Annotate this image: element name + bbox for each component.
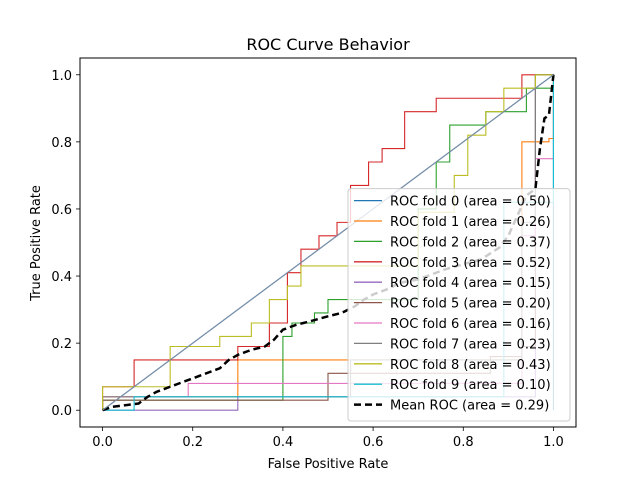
- y-tick-label: 0.2: [51, 337, 72, 352]
- y-axis-label: True Positive Rate: [29, 185, 44, 302]
- x-tick-label: 0.6: [363, 435, 384, 450]
- series-line-8: [102, 74, 554, 411]
- series-line-3: [102, 74, 554, 411]
- legend-label: ROC fold 2 (area = 0.37): [390, 235, 551, 250]
- y-tick-label: 0.4: [51, 270, 72, 285]
- axes-frame: [79, 57, 577, 428]
- x-tick-label: 0.4: [273, 435, 294, 450]
- legend-label: ROC fold 5 (area = 0.20): [390, 297, 551, 312]
- legend-label: Mean ROC (area = 0.29): [390, 399, 549, 414]
- legend-label: ROC fold 0 (area = 0.50): [390, 195, 551, 210]
- x-axis-label: False Positive Rate: [268, 457, 389, 472]
- series-line-10: [102, 74, 555, 412]
- y-tick-label: 1.0: [51, 69, 72, 84]
- y-tick-label: 0.0: [51, 404, 72, 419]
- legend-label: ROC fold 7 (area = 0.23): [390, 337, 551, 352]
- x-tick-label: 0.2: [182, 435, 203, 450]
- chance-diagonal-line: [102, 74, 554, 411]
- y-tick-label: 0.8: [51, 136, 72, 151]
- legend-label: ROC fold 4 (area = 0.15): [390, 276, 551, 291]
- legend-label: ROC fold 8 (area = 0.43): [390, 358, 551, 373]
- x-tick-label: 0.0: [92, 435, 113, 450]
- x-tick-label: 1.0: [543, 435, 564, 450]
- legend-box: [347, 188, 571, 422]
- legend-label: ROC fold 9 (area = 0.10): [390, 378, 551, 393]
- axis-ticks: 0.0 0.2 0.4 0.6 0.8 1.0 0.0 0.2 0.4 0.6 0.8 1.0: [51, 69, 563, 450]
- x-tick-label: 0.8: [453, 435, 474, 450]
- legend: ROC fold 0 (area = 0.50) ROC fold 1 (area…: [347, 188, 571, 422]
- y-tick-label: 0.6: [51, 203, 72, 218]
- chart-title: ROC Curve Behavior: [246, 35, 410, 54]
- legend-label: ROC fold 1 (area = 0.26): [390, 215, 551, 230]
- legend-label: ROC fold 3 (area = 0.52): [390, 256, 551, 271]
- legend-label: ROC fold 6 (area = 0.16): [390, 317, 551, 332]
